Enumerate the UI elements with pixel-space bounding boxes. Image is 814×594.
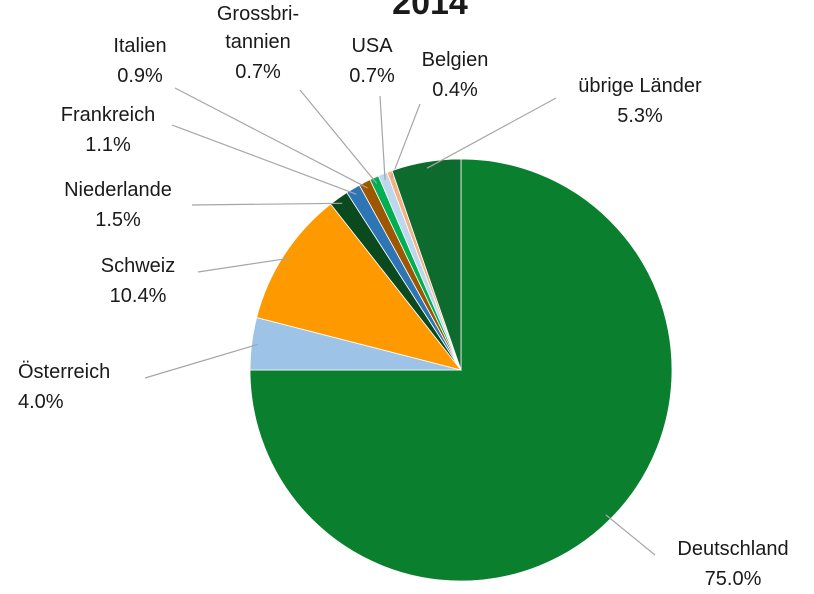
leader-line (299, 89, 378, 184)
slice-label-line: Schweiz (101, 255, 175, 277)
slice-label-line: Italien (113, 35, 166, 57)
slice-label: Schweiz (101, 255, 175, 277)
slice-label-line: Grossbri- (217, 3, 299, 25)
slice-label-line: Österreich (18, 361, 110, 383)
value-label: 0.9% (117, 65, 163, 87)
slice-label-line: tannien (225, 31, 291, 53)
value-label: 0.7% (349, 65, 395, 87)
leader-line (171, 124, 357, 195)
value-label: 0.4% (432, 79, 478, 101)
chart-title: 2014 (392, 0, 468, 22)
slice-label: Österreich (18, 361, 110, 383)
value-label: 75.0% (705, 568, 762, 590)
slice-label: Deutschland (677, 538, 788, 560)
value-label: 10.4% (110, 285, 167, 307)
slice-label-line: Deutschland (677, 538, 788, 560)
pie-slice (391, 158, 462, 371)
slice-label-line: USA (351, 35, 393, 57)
slice-label-line: übrige Länder (578, 75, 702, 97)
leader-line (197, 257, 290, 273)
slice-label-line: Niederlande (64, 179, 172, 201)
value-label: 1.5% (95, 209, 141, 231)
pie-slice (256, 203, 463, 371)
leader-line (605, 514, 656, 556)
slice-label-line: Frankreich (61, 104, 155, 126)
slice-label: Grossbri-tannien (217, 3, 299, 53)
slice-label: USA (351, 35, 393, 57)
leader-line (174, 87, 368, 189)
leader-line (426, 97, 557, 169)
slice-label-line: Belgien (422, 49, 489, 71)
slice-label: Belgien (422, 49, 489, 71)
value-label: 0.7% (235, 61, 281, 83)
pie-slice (249, 158, 673, 582)
leader-line (379, 95, 386, 180)
value-label: 5.3% (617, 105, 663, 127)
slice-label: übrige Länder (578, 75, 702, 97)
slice-label: Niederlande (64, 179, 172, 201)
value-label: 1.1% (85, 134, 131, 156)
value-label: 4.0% (18, 391, 64, 413)
slice-label: Frankreich (61, 104, 155, 126)
leader-line (144, 343, 259, 379)
leader-line (391, 103, 421, 178)
leader-line (191, 202, 343, 206)
slice-label: Italien (113, 35, 166, 57)
